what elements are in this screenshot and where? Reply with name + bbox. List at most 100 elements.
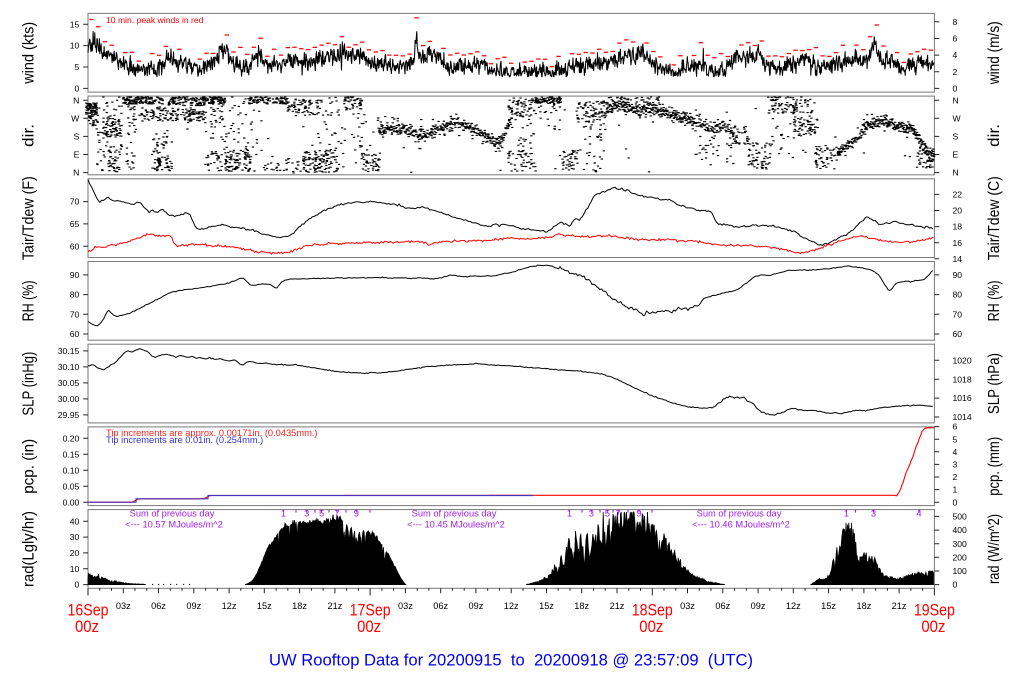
svg-text:09z: 09z xyxy=(186,601,201,611)
svg-text:0.00: 0.00 xyxy=(63,497,80,507)
svg-text:30.05: 30.05 xyxy=(58,378,80,388)
svg-text:15z: 15z xyxy=(821,601,836,611)
svg-text:3: 3 xyxy=(304,509,309,519)
svg-text:90: 90 xyxy=(70,270,80,280)
svg-text:0: 0 xyxy=(75,84,80,94)
svg-text:E: E xyxy=(74,150,80,160)
svg-text:400: 400 xyxy=(953,525,968,535)
svg-text:06z: 06z xyxy=(433,601,448,611)
svg-text:12z: 12z xyxy=(786,601,801,611)
svg-text:18z: 18z xyxy=(292,601,307,611)
svg-text:40: 40 xyxy=(70,516,80,526)
svg-text:4: 4 xyxy=(916,509,921,519)
svg-text:0: 0 xyxy=(75,580,80,590)
svg-text:9: 9 xyxy=(354,509,359,519)
svg-text:RH (%): RH (%) xyxy=(986,280,1003,321)
svg-text:SLP (inHg): SLP (inHg) xyxy=(21,352,38,416)
svg-text:N: N xyxy=(73,95,79,105)
svg-text:70: 70 xyxy=(953,309,963,319)
svg-text:30.15: 30.15 xyxy=(58,346,80,356)
svg-text:2: 2 xyxy=(953,472,958,482)
svg-text:21z: 21z xyxy=(610,601,625,611)
svg-text:00z: 00z xyxy=(921,618,945,636)
svg-text:1: 1 xyxy=(953,485,958,495)
svg-text:70: 70 xyxy=(70,197,80,207)
svg-text:W: W xyxy=(71,113,80,123)
svg-text:80: 80 xyxy=(70,290,80,300)
svg-text:16: 16 xyxy=(953,238,963,248)
svg-text:rad(Lgly/hr): rad(Lgly/hr) xyxy=(21,511,38,587)
svg-text:15z: 15z xyxy=(539,601,554,611)
svg-text:09z: 09z xyxy=(468,601,483,611)
svg-text:0: 0 xyxy=(953,580,958,590)
svg-text:rad (W/m^2): rad (W/m^2) xyxy=(986,514,1003,584)
svg-text:20: 20 xyxy=(953,206,963,216)
svg-text:9: 9 xyxy=(636,509,641,519)
svg-text:60: 60 xyxy=(70,329,80,339)
svg-text:06z: 06z xyxy=(715,601,730,611)
svg-text:30.10: 30.10 xyxy=(58,362,80,372)
svg-text:100: 100 xyxy=(953,566,968,576)
svg-text:09z: 09z xyxy=(751,601,766,611)
svg-text:N: N xyxy=(953,95,959,105)
svg-text:UW Rooftop Data for 20200915: UW Rooftop Data for 20200915 to 20200918… xyxy=(269,651,753,669)
svg-text:2: 2 xyxy=(953,67,958,77)
svg-text:N: N xyxy=(953,168,959,178)
svg-text:30: 30 xyxy=(70,532,80,542)
svg-text:1: 1 xyxy=(844,509,849,519)
svg-text:18Sep: 18Sep xyxy=(632,602,673,620)
svg-text:wind (kts): wind (kts) xyxy=(21,22,38,85)
svg-text:dir.: dir. xyxy=(986,124,1003,147)
svg-text:70: 70 xyxy=(70,309,80,319)
svg-text:Sum of previous day: Sum of previous day xyxy=(697,509,782,519)
svg-text:00z: 00z xyxy=(75,618,99,636)
svg-text:0.10: 0.10 xyxy=(63,465,80,475)
svg-text:15: 15 xyxy=(70,19,80,29)
svg-text:1014: 1014 xyxy=(953,412,972,422)
svg-text:wind (m/s): wind (m/s) xyxy=(986,21,1003,85)
svg-text:4: 4 xyxy=(953,447,958,457)
svg-text:5: 5 xyxy=(75,62,80,72)
svg-text:7: 7 xyxy=(616,509,621,519)
svg-text:3: 3 xyxy=(953,460,958,470)
svg-text:03z: 03z xyxy=(116,601,131,611)
svg-text:60: 60 xyxy=(70,241,80,251)
svg-text:pcp. (in): pcp. (in) xyxy=(21,439,38,494)
svg-text:1018: 1018 xyxy=(953,374,972,384)
svg-text:4: 4 xyxy=(953,50,958,60)
svg-text:200: 200 xyxy=(953,552,968,562)
svg-text:14: 14 xyxy=(953,254,963,264)
svg-text:29.95: 29.95 xyxy=(58,410,80,420)
svg-text:500: 500 xyxy=(953,512,968,522)
svg-text:5: 5 xyxy=(319,509,324,519)
svg-text:3: 3 xyxy=(871,509,876,519)
svg-text:80: 80 xyxy=(953,290,963,300)
svg-text:21z: 21z xyxy=(892,601,907,611)
svg-text:<--- 10.57 MJoules/m^2: <--- 10.57 MJoules/m^2 xyxy=(125,519,223,529)
svg-text:<--- 10.46 MJoules/m^2: <--- 10.46 MJoules/m^2 xyxy=(692,519,790,529)
svg-text:1: 1 xyxy=(567,509,572,519)
svg-text:3: 3 xyxy=(589,509,594,519)
svg-text:dir.: dir. xyxy=(21,124,38,147)
svg-text:15z: 15z xyxy=(257,601,272,611)
svg-text:SLP (hPa): SLP (hPa) xyxy=(986,353,1003,414)
svg-text:1: 1 xyxy=(281,509,286,519)
svg-text:Tair/Tdew (C): Tair/Tdew (C) xyxy=(986,176,1003,260)
svg-text:21z: 21z xyxy=(327,601,342,611)
svg-text:Tip increments are approx. 0.0: Tip increments are approx. 0.00171in. (0… xyxy=(106,428,318,438)
svg-text:S: S xyxy=(953,132,959,142)
svg-text:10: 10 xyxy=(70,41,80,51)
svg-text:16Sep: 16Sep xyxy=(68,602,109,620)
svg-text:RH (%): RH (%) xyxy=(21,280,38,321)
svg-text:18: 18 xyxy=(953,222,963,232)
svg-text:00z: 00z xyxy=(357,618,381,636)
svg-text:12z: 12z xyxy=(504,601,519,611)
svg-text:S: S xyxy=(74,132,80,142)
svg-text:300: 300 xyxy=(953,539,968,549)
svg-text:10: 10 xyxy=(70,564,80,574)
svg-text:20: 20 xyxy=(70,548,80,558)
svg-text:60: 60 xyxy=(953,329,963,339)
svg-text:5: 5 xyxy=(953,434,958,444)
svg-text:17Sep: 17Sep xyxy=(350,602,391,620)
svg-text:19Sep: 19Sep xyxy=(914,602,955,620)
